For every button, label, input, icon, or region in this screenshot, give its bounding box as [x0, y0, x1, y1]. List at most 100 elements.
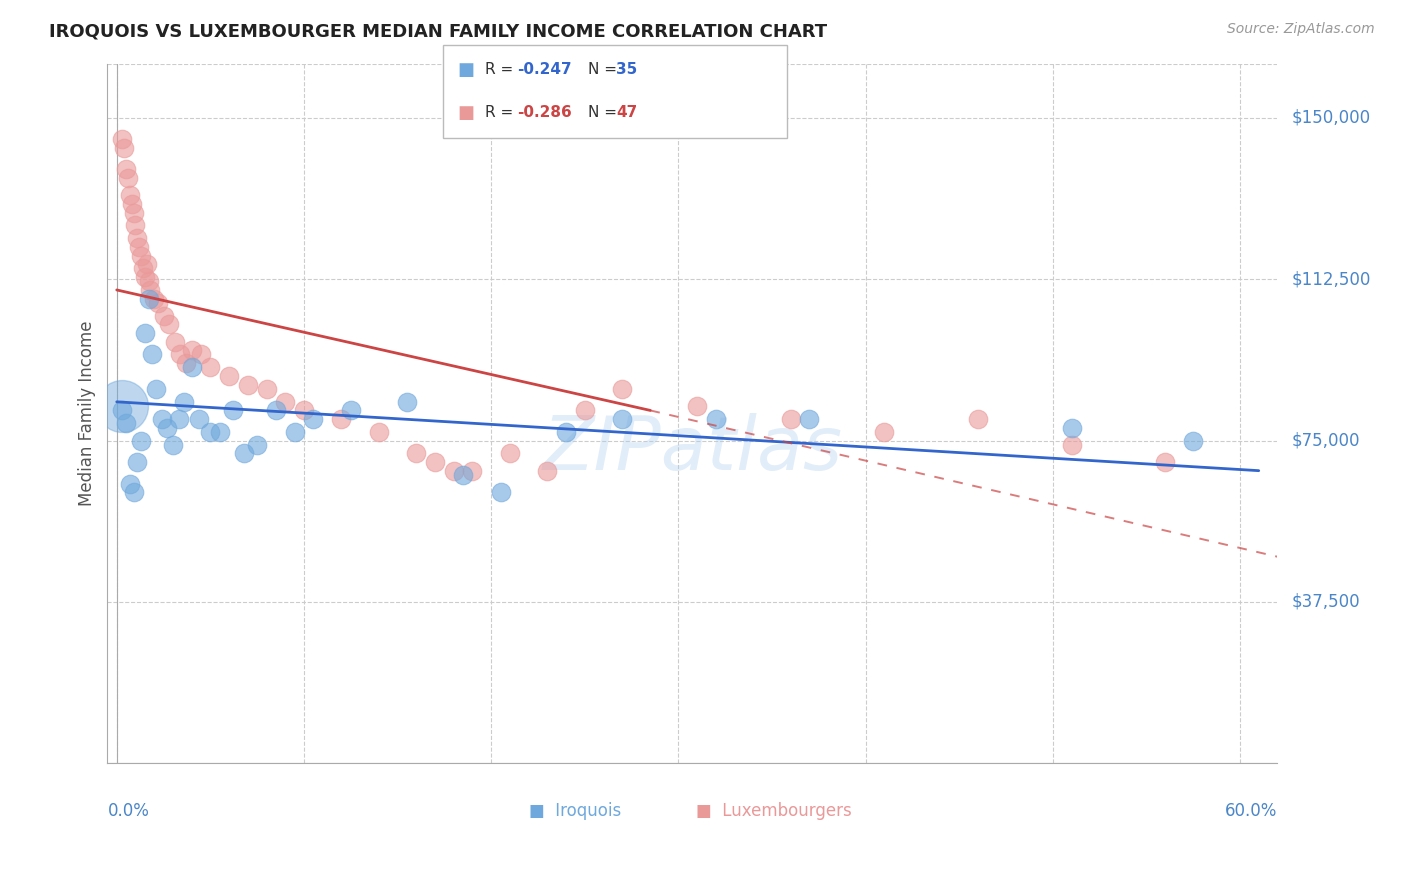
Point	[443, 464, 465, 478]
Point	[157, 318, 180, 332]
Point	[163, 334, 186, 349]
Point	[233, 446, 256, 460]
Point	[115, 417, 138, 431]
Text: $75,000: $75,000	[1292, 432, 1360, 450]
Text: -0.286: -0.286	[517, 105, 572, 120]
Point	[405, 446, 427, 460]
Point	[423, 455, 446, 469]
Point	[129, 248, 152, 262]
Text: 47: 47	[616, 105, 637, 120]
Point	[236, 377, 259, 392]
Point	[122, 205, 145, 219]
Point	[779, 412, 801, 426]
Point	[115, 162, 138, 177]
Text: ■: ■	[457, 104, 474, 122]
Point	[145, 382, 167, 396]
Point	[302, 412, 325, 426]
Point	[200, 425, 222, 439]
Point	[180, 360, 202, 375]
Point	[127, 231, 149, 245]
Point	[117, 171, 139, 186]
Text: IROQUOIS VS LUXEMBOURGER MEDIAN FAMILY INCOME CORRELATION CHART: IROQUOIS VS LUXEMBOURGER MEDIAN FAMILY I…	[49, 22, 827, 40]
Point	[330, 412, 353, 426]
Point	[555, 425, 578, 439]
Point	[169, 347, 191, 361]
Point	[499, 446, 522, 460]
Point	[132, 261, 155, 276]
Point	[138, 292, 160, 306]
Point	[111, 132, 134, 146]
Point	[124, 219, 146, 233]
Point	[799, 412, 821, 426]
Point	[152, 309, 174, 323]
Point	[395, 394, 418, 409]
Point	[208, 425, 231, 439]
Point	[111, 403, 134, 417]
Point	[461, 464, 484, 478]
Point	[246, 438, 269, 452]
Point	[292, 403, 315, 417]
Point	[122, 485, 145, 500]
Point	[339, 403, 361, 417]
Point	[489, 485, 512, 500]
Point	[284, 425, 307, 439]
Text: N =: N =	[588, 105, 621, 120]
Text: ■  Luxembourgers: ■ Luxembourgers	[696, 802, 852, 820]
Point	[1182, 434, 1205, 448]
Point	[536, 464, 558, 478]
Point	[111, 399, 134, 413]
Point	[118, 476, 141, 491]
Point	[264, 403, 287, 417]
Point	[686, 399, 709, 413]
Text: $37,500: $37,500	[1292, 593, 1360, 611]
Point	[190, 347, 212, 361]
Point	[188, 412, 211, 426]
Point	[1060, 438, 1083, 452]
Text: -0.247: -0.247	[517, 62, 572, 78]
Point	[139, 283, 162, 297]
Point	[167, 412, 190, 426]
Point	[162, 438, 184, 452]
Point	[174, 356, 197, 370]
Point	[256, 382, 278, 396]
Y-axis label: Median Family Income: Median Family Income	[79, 321, 96, 507]
Text: R =: R =	[485, 105, 519, 120]
Point	[135, 257, 157, 271]
Text: R =: R =	[485, 62, 519, 78]
Point	[129, 434, 152, 448]
Point	[1154, 455, 1177, 469]
Point	[134, 270, 156, 285]
Point	[118, 188, 141, 202]
Text: $150,000: $150,000	[1292, 109, 1371, 127]
Point	[704, 412, 727, 426]
Point	[612, 382, 634, 396]
Point	[367, 425, 389, 439]
Point	[222, 403, 245, 417]
Point	[200, 360, 222, 375]
Point	[146, 296, 169, 310]
Point	[150, 412, 173, 426]
Text: ZIPatlas: ZIPatlas	[543, 413, 842, 484]
Point	[141, 347, 163, 361]
Point	[1060, 420, 1083, 434]
Text: 35: 35	[616, 62, 637, 78]
Point	[156, 420, 179, 434]
Point	[138, 274, 160, 288]
Point	[127, 455, 149, 469]
Point	[574, 403, 596, 417]
Point	[612, 412, 634, 426]
Text: Source: ZipAtlas.com: Source: ZipAtlas.com	[1227, 22, 1375, 37]
Point	[128, 240, 150, 254]
Point	[134, 326, 156, 340]
Point	[121, 197, 143, 211]
Point	[112, 141, 135, 155]
Point	[173, 394, 195, 409]
Text: $112,500: $112,500	[1292, 270, 1371, 288]
Point	[274, 394, 297, 409]
Text: ■  Iroquois: ■ Iroquois	[529, 802, 621, 820]
Point	[143, 292, 166, 306]
Text: ■: ■	[457, 61, 474, 78]
Point	[180, 343, 202, 358]
Point	[451, 467, 474, 482]
Text: 0.0%: 0.0%	[107, 802, 149, 820]
